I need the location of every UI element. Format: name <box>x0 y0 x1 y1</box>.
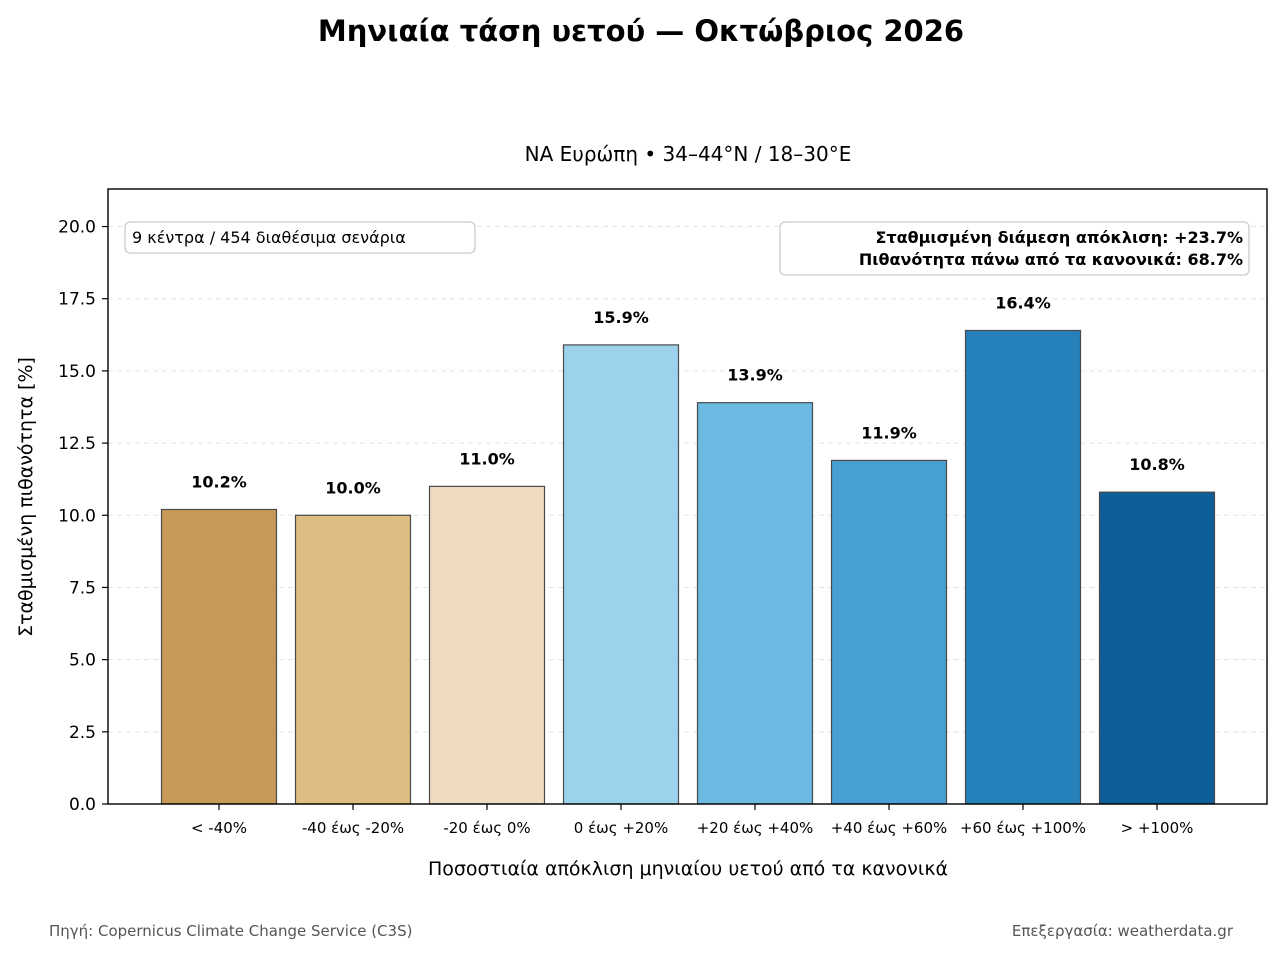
bar-value-label: 10.0% <box>325 478 381 497</box>
y-tick-label: 2.5 <box>69 723 96 743</box>
x-axis-ticks: < -40% -40 έως -20% -20 έως 0% 0 έως +20% +2… <box>191 804 1193 837</box>
bar-value-label: 10.8% <box>1129 455 1185 474</box>
y-tick-label: 5.0 <box>69 651 96 671</box>
bar-value-label: 16.4% <box>995 293 1051 312</box>
y-axis-ticks: 0.0 2.5 5.0 7.5 10.0 12.5 15.0 17.5 20.0 <box>58 218 108 815</box>
bar <box>696 402 814 805</box>
bar <box>964 329 1082 805</box>
x-tick-label: +20 έως +40% <box>697 819 814 837</box>
y-axis-label: Σταθμισμένη πιθανότητα [%] <box>15 357 37 637</box>
chart-title: Μηνιαία τάση υετού — Οκτώβριος 2026 <box>318 14 964 48</box>
y-tick-label: 10.0 <box>58 506 96 526</box>
bar <box>562 344 680 805</box>
footer-source: Πηγή: Copernicus Climate Change Service … <box>49 922 412 940</box>
x-tick-label: 0 έως +20% <box>574 819 668 837</box>
chart-subtitle: ΝΑ Ευρώπη • 34–44°N / 18–30°E <box>525 142 852 166</box>
y-tick-label: 20.0 <box>58 218 96 238</box>
x-axis-label: Ποσοστιαία απόκλιση μηνιαίου υετού από τ… <box>428 858 948 880</box>
y-tick-label: 12.5 <box>58 434 96 454</box>
bar-value-label: 15.9% <box>593 308 649 327</box>
x-tick-label: +60 έως +100% <box>960 819 1086 837</box>
bar <box>294 514 412 805</box>
x-tick-label: +40 έως +60% <box>831 819 948 837</box>
y-tick-label: 15.0 <box>58 362 96 382</box>
bar-value-label: 13.9% <box>727 366 783 385</box>
bars-group <box>160 329 1216 805</box>
footer-processing: Επεξεργασία: weatherdata.gr <box>1012 922 1234 940</box>
bar-value-label: 11.0% <box>459 449 515 468</box>
y-tick-label: 0.0 <box>69 795 96 815</box>
x-tick-label: > +100% <box>1121 819 1194 837</box>
stats-median: Σταθμισμένη διάμεση απόκλιση: +23.7% <box>875 228 1243 247</box>
stats-prob-above: Πιθανότητα πάνω από τα κανονικά: 68.7% <box>859 250 1243 269</box>
stats-box: Σταθμισμένη διάμεση απόκλιση: +23.7% Πιθ… <box>779 221 1250 276</box>
bar-labels-group: 10.2% 10.0% 11.0% 15.9% 13.9% 11.9% 16.4% 10.8% <box>191 293 1185 497</box>
x-tick-label: < -40% <box>191 819 247 837</box>
x-tick-label: -20 έως 0% <box>443 819 530 837</box>
x-tick-label: -40 έως -20% <box>302 819 404 837</box>
grid-lines <box>108 226 1267 805</box>
info-box: 9 κέντρα / 454 διαθέσιμα σενάρια <box>124 221 476 254</box>
plot-frame <box>107 188 1268 805</box>
bar <box>428 485 546 805</box>
bar-value-label: 11.9% <box>861 423 917 442</box>
bar <box>160 508 278 805</box>
info-box-text: 9 κέντρα / 454 διαθέσιμα σενάρια <box>132 228 406 247</box>
bar-value-label: 10.2% <box>191 472 247 491</box>
bar <box>1098 491 1216 805</box>
bar <box>830 459 948 805</box>
y-tick-label: 17.5 <box>58 290 96 310</box>
y-tick-label: 7.5 <box>69 578 96 598</box>
